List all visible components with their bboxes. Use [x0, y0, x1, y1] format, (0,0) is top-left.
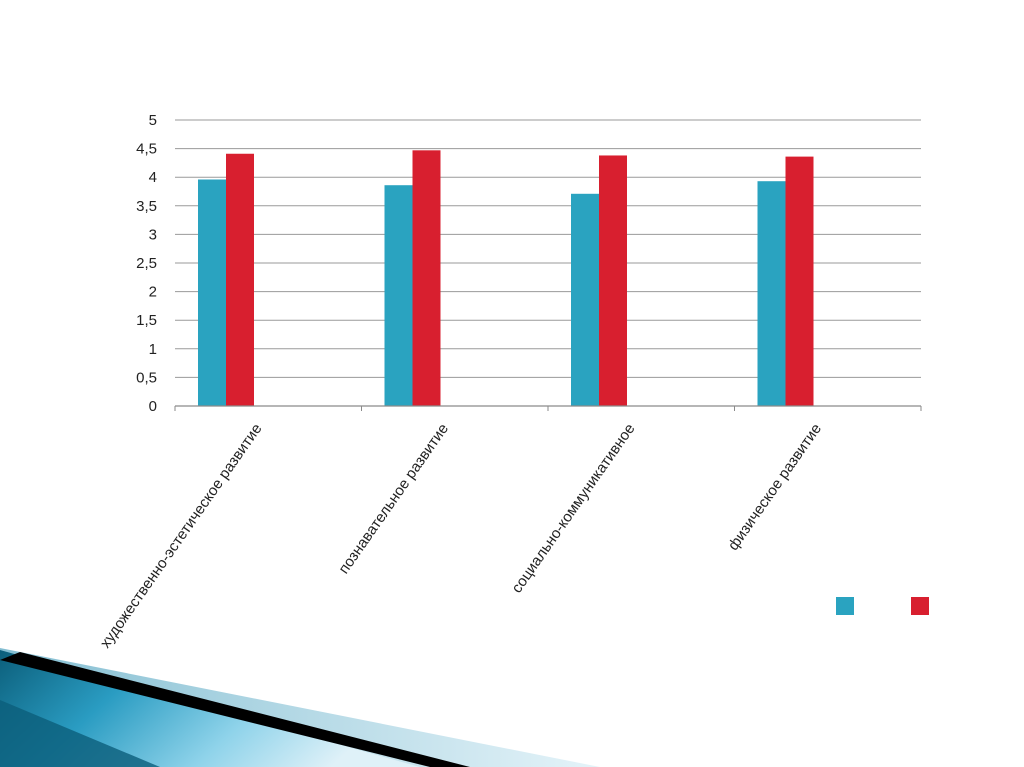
y-tick-label: 0	[149, 398, 157, 415]
bar-series-1-1	[198, 179, 226, 406]
y-tick-label: 2,5	[136, 255, 157, 272]
legend	[836, 597, 929, 615]
y-tick-label: 3	[149, 226, 157, 243]
y-tick-label: 0,5	[136, 369, 157, 386]
bar-series-2-2	[412, 150, 441, 406]
y-tick-label: 4,5	[136, 141, 157, 158]
category-label: познавательное развитие	[335, 421, 452, 578]
bar-series-1-2	[384, 185, 413, 406]
bar-series-2-4	[785, 156, 814, 406]
category-label: социально-коммуникативное	[508, 421, 638, 597]
bars	[198, 150, 814, 406]
bar-series-2-1	[226, 153, 254, 406]
corner-black-stripe	[0, 652, 470, 767]
bar-series-1-4	[757, 181, 786, 406]
legend-swatch-series-2	[911, 597, 929, 615]
y-axis-ticks: 0 0,5 1 1,5 2 2,5 3 3,5 4 4,5 5	[136, 112, 157, 415]
category-label: художественно-эстетическое развитие	[97, 421, 266, 652]
y-tick-label: 3,5	[136, 198, 157, 215]
y-tick-label: 1	[149, 341, 157, 358]
category-labels: художественно-эстетическое развитие позна…	[97, 421, 825, 652]
y-tick-label: 1,5	[136, 312, 157, 329]
category-label: физическое развитие	[725, 421, 825, 554]
legend-swatch-series-1	[836, 597, 854, 615]
y-tick-label: 4	[149, 169, 157, 186]
x-axis	[174, 405, 922, 411]
bar-series-2-3	[599, 155, 627, 406]
corner-decoration	[0, 648, 600, 767]
y-tick-label: 2	[149, 284, 157, 301]
y-tick-label: 5	[149, 112, 157, 129]
corner-dark-wedge	[0, 700, 160, 767]
bar-series-1-3	[571, 193, 599, 406]
